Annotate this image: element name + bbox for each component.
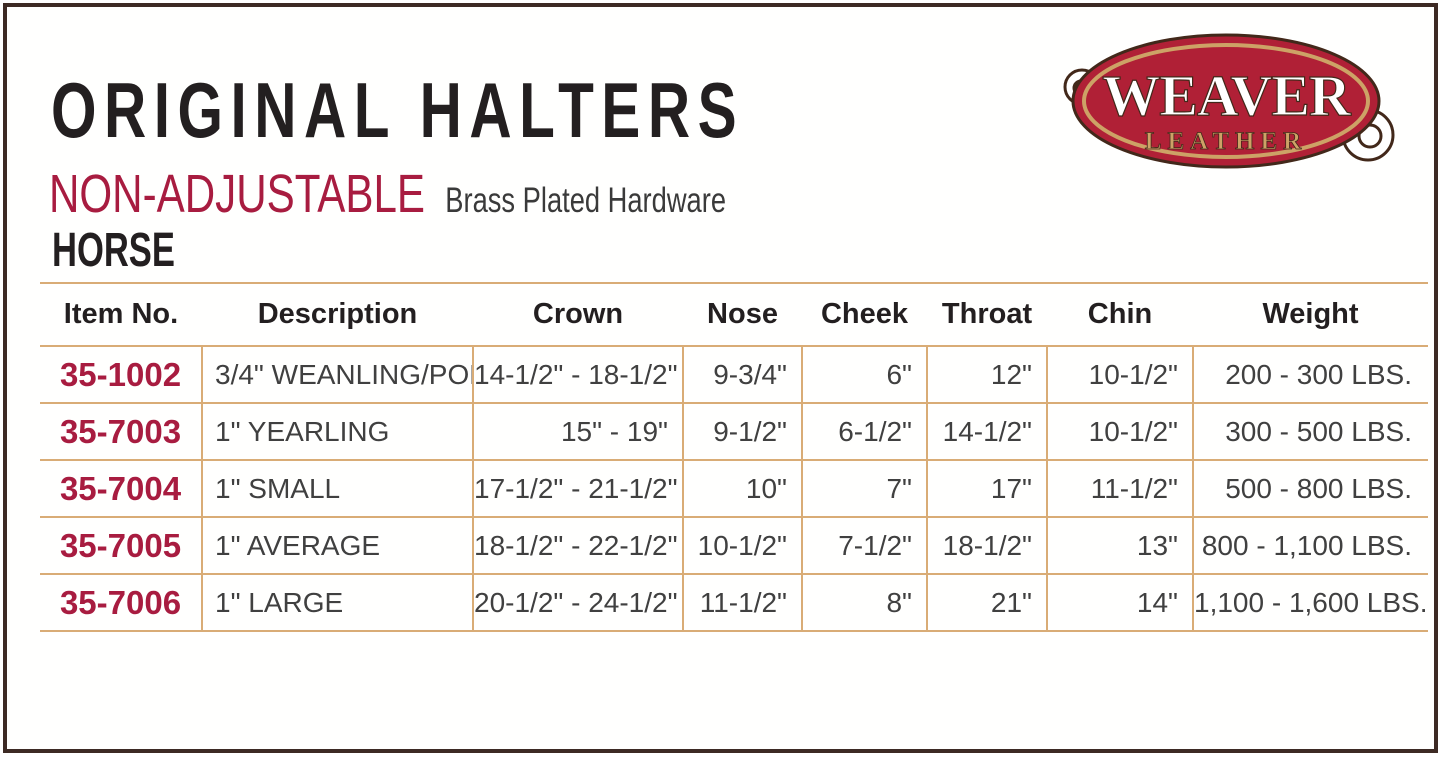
item-no-cell: 35-7003 [40, 403, 202, 461]
weight-cell: 500 - 800 LBS. [1192, 460, 1428, 518]
nose-cell: 10" [682, 460, 802, 518]
nose-cell: 11-1/2" [682, 574, 802, 632]
item-no-cell: 35-7004 [40, 460, 202, 518]
page-frame: ORIGINAL HALTERS NON-ADJUSTABLE Brass Pl… [3, 3, 1438, 753]
throat-cell: 18-1/2" [926, 517, 1047, 575]
logo-oval [1071, 33, 1381, 169]
weaver-leather-logo: WEAVER LEATHER [1056, 23, 1396, 188]
table-header-row: Item No. Description Crown Nose Cheek Th… [40, 282, 1428, 347]
column-header-chin: Chin [1047, 282, 1193, 347]
column-header-cheek: Cheek [802, 282, 927, 347]
table-row: 35-7004 1" SMALL 17-1/2" - 21-1/2" 10" 7… [40, 460, 1428, 518]
item-no-cell: 35-7006 [40, 574, 202, 632]
cheek-cell: 8" [801, 574, 927, 632]
crown-cell: 18-1/2" - 22-1/2" [472, 517, 683, 575]
cheek-cell: 7" [801, 460, 927, 518]
chin-cell: 14" [1046, 574, 1193, 632]
nose-cell: 10-1/2" [682, 517, 802, 575]
subtitle-note: Brass Plated Hardware [445, 181, 727, 220]
page-title: ORIGINAL HALTERS [51, 66, 745, 154]
table-row: 35-7005 1" AVERAGE 18-1/2" - 22-1/2" 10-… [40, 517, 1428, 575]
subtitle: NON-ADJUSTABLE [49, 164, 426, 224]
description-cell: 1" SMALL [201, 460, 473, 518]
cheek-cell: 6" [801, 346, 927, 404]
table-row: 35-7006 1" LARGE 20-1/2" - 24-1/2" 11-1/… [40, 574, 1428, 632]
nose-cell: 9-1/2" [682, 403, 802, 461]
logo-sub-text: LEATHER [1145, 128, 1307, 155]
table-row: 35-7003 1" YEARLING 15" - 19" 9-1/2" 6-1… [40, 403, 1428, 461]
crown-cell: 20-1/2" - 24-1/2" [472, 574, 683, 632]
spec-table-wrap: Item No. Description Crown Nose Cheek Th… [40, 282, 1428, 632]
logo-brand-text: WEAVER [1102, 63, 1352, 128]
throat-cell: 14-1/2" [926, 403, 1047, 461]
section-label: HORSE [52, 224, 175, 277]
crown-cell: 17-1/2" - 21-1/2" [472, 460, 683, 518]
item-no-cell: 35-1002 [40, 346, 202, 404]
nose-cell: 9-3/4" [682, 346, 802, 404]
weight-cell: 800 - 1,100 LBS. [1192, 517, 1428, 575]
column-header-item-no: Item No. [40, 282, 202, 347]
column-header-throat: Throat [927, 282, 1047, 347]
chin-cell: 11-1/2" [1046, 460, 1193, 518]
description-cell: 3/4" WEANLING/PONY [201, 346, 473, 404]
weight-cell: 1,100 - 1,600 LBS. [1192, 574, 1428, 632]
subtitle-row: NON-ADJUSTABLE Brass Plated Hardware [49, 167, 726, 221]
column-header-nose: Nose [683, 282, 802, 347]
chin-cell: 13" [1046, 517, 1193, 575]
description-cell: 1" AVERAGE [201, 517, 473, 575]
throat-cell: 12" [926, 346, 1047, 404]
weight-cell: 300 - 500 LBS. [1192, 403, 1428, 461]
cheek-cell: 6-1/2" [801, 403, 927, 461]
description-cell: 1" LARGE [201, 574, 473, 632]
item-no-cell: 35-7005 [40, 517, 202, 575]
column-header-description: Description [202, 282, 473, 347]
logo-oval-ring [1082, 43, 1370, 159]
weight-cell: 200 - 300 LBS. [1192, 346, 1428, 404]
throat-cell: 17" [926, 460, 1047, 518]
throat-cell: 21" [926, 574, 1047, 632]
column-header-weight: Weight [1193, 282, 1428, 347]
weaver-leather-logo-art: WEAVER LEATHER [1063, 33, 1395, 169]
crown-cell: 15" - 19" [472, 403, 683, 461]
cheek-cell: 7-1/2" [801, 517, 927, 575]
description-cell: 1" YEARLING [201, 403, 473, 461]
chin-cell: 10-1/2" [1046, 346, 1193, 404]
spec-table: Item No. Description Crown Nose Cheek Th… [40, 282, 1428, 632]
column-header-crown: Crown [473, 282, 683, 347]
chin-cell: 10-1/2" [1046, 403, 1193, 461]
crown-cell: 14-1/2" - 18-1/2" [472, 346, 683, 404]
table-row: 35-1002 3/4" WEANLING/PONY 14-1/2" - 18-… [40, 346, 1428, 404]
